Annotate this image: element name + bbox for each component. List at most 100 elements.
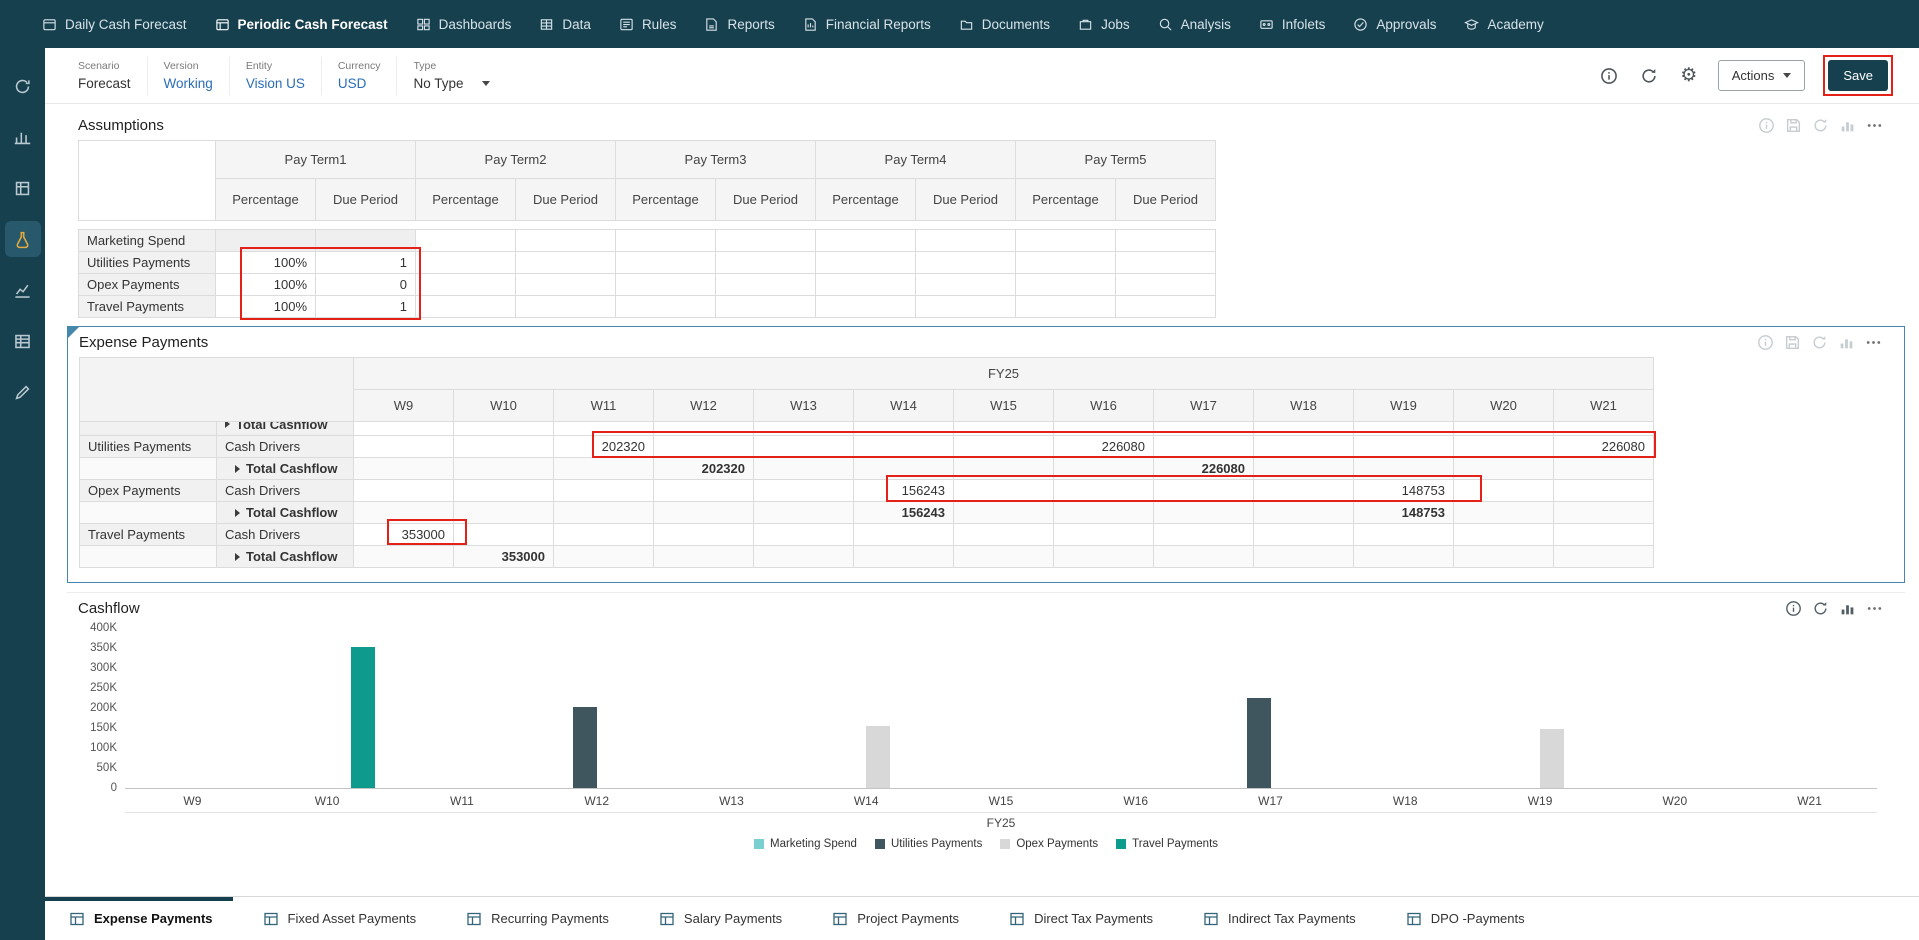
nav-item-infolets[interactable]: Infolets — [1245, 0, 1340, 48]
grid-cell[interactable] — [953, 501, 1054, 524]
grid-cell[interactable]: 156243 — [853, 479, 954, 502]
grid-cell[interactable] — [1053, 545, 1154, 568]
grid-cell[interactable] — [553, 457, 654, 480]
expand-toggle-icon[interactable] — [235, 465, 240, 473]
grid-cell[interactable] — [1553, 479, 1654, 502]
nav-item-reports[interactable]: Reports — [690, 0, 788, 48]
grid-cell[interactable] — [1453, 457, 1554, 480]
grid-cell[interactable]: 1 — [315, 295, 416, 318]
save-button[interactable]: Save — [1828, 60, 1888, 91]
overflow-menu-icon[interactable] — [1865, 334, 1882, 351]
sidebar-item-dashboards[interactable] — [5, 119, 41, 155]
grid-cell[interactable] — [1253, 457, 1354, 480]
grid-cell[interactable] — [1153, 545, 1254, 568]
grid-cell[interactable] — [1115, 295, 1216, 318]
chart-icon[interactable] — [1838, 334, 1855, 351]
sidebar-item-forecast-lab[interactable] — [4, 221, 41, 257]
grid-cell[interactable] — [1053, 421, 1154, 436]
grid-cell[interactable] — [453, 435, 554, 458]
grid-cell[interactable] — [1553, 421, 1654, 436]
grid-cell[interactable] — [1153, 479, 1254, 502]
grid-cell[interactable] — [1453, 501, 1554, 524]
grid-cell[interactable] — [1153, 435, 1254, 458]
grid-cell[interactable]: 226080 — [1153, 457, 1254, 480]
grid-cell[interactable] — [1053, 523, 1154, 546]
grid-cell[interactable] — [415, 251, 516, 274]
grid-cell[interactable] — [1353, 523, 1454, 546]
grid-cell[interactable] — [1253, 421, 1354, 436]
grid-cell[interactable] — [515, 251, 616, 274]
pov-currency[interactable]: Currency USD — [322, 56, 398, 95]
grid-cell[interactable] — [853, 523, 954, 546]
grid-cell[interactable]: 156243 — [853, 501, 954, 524]
grid-cell[interactable] — [1053, 479, 1154, 502]
nav-item-periodic-cash-forecast[interactable]: Periodic Cash Forecast — [201, 0, 402, 48]
nav-item-analysis[interactable]: Analysis — [1144, 0, 1245, 48]
sidebar-item-compose[interactable] — [5, 374, 41, 410]
grid-cell[interactable] — [1353, 545, 1454, 568]
grid-cell[interactable] — [653, 501, 754, 524]
grid-cell[interactable]: 226080 — [1553, 435, 1654, 458]
grid-cell[interactable] — [753, 501, 854, 524]
grid-cell[interactable] — [453, 457, 554, 480]
nav-item-data[interactable]: Data — [525, 0, 605, 48]
grid-cell[interactable] — [953, 435, 1054, 458]
grid-cell[interactable] — [1253, 501, 1354, 524]
overflow-menu-icon[interactable] — [1866, 600, 1883, 617]
grid-cell[interactable] — [753, 545, 854, 568]
grid-cell[interactable] — [453, 421, 554, 436]
grid-cell[interactable] — [1453, 435, 1554, 458]
grid-cell[interactable] — [953, 523, 1054, 546]
grid-cell[interactable] — [353, 421, 454, 436]
grid-cell[interactable] — [515, 229, 616, 252]
grid-cell[interactable] — [353, 435, 454, 458]
grid-cell[interactable] — [1253, 523, 1354, 546]
expand-toggle-icon[interactable] — [225, 422, 230, 428]
sidebar-item-cash-cycle[interactable] — [5, 68, 41, 104]
grid-cell[interactable] — [453, 501, 554, 524]
nav-item-dashboards[interactable]: Dashboards — [402, 0, 526, 48]
refresh-icon[interactable] — [1811, 334, 1828, 351]
tab-fixed-asset-payments[interactable]: Fixed Asset Payments — [239, 897, 443, 940]
grid-cell[interactable] — [953, 479, 1054, 502]
grid-cell[interactable] — [1253, 545, 1354, 568]
grid-cell[interactable] — [815, 251, 916, 274]
grid-cell[interactable] — [1453, 421, 1554, 436]
grid-cell[interactable] — [653, 435, 754, 458]
grid-cell[interactable] — [1015, 295, 1116, 318]
refresh-icon[interactable] — [1812, 600, 1829, 617]
grid-cell[interactable] — [815, 273, 916, 296]
grid-cell[interactable] — [915, 251, 1016, 274]
grid-cell[interactable] — [853, 545, 954, 568]
grid-cell[interactable] — [815, 229, 916, 252]
grid-cell[interactable] — [915, 273, 1016, 296]
refresh-icon[interactable] — [1638, 65, 1660, 87]
grid-cell[interactable] — [515, 295, 616, 318]
grid-cell[interactable] — [1453, 479, 1554, 502]
grid-cell[interactable] — [615, 273, 716, 296]
tab-indirect-tax-payments[interactable]: Indirect Tax Payments — [1179, 897, 1382, 940]
grid-cell[interactable]: 100% — [215, 295, 316, 318]
grid-cell[interactable]: 202320 — [653, 457, 754, 480]
grid-cell[interactable] — [415, 295, 516, 318]
nav-item-financial-reports[interactable]: Financial Reports — [789, 0, 945, 48]
grid-cell[interactable] — [753, 421, 854, 436]
nav-item-rules[interactable]: Rules — [605, 0, 691, 48]
grid-cell[interactable] — [1353, 457, 1454, 480]
grid-cell[interactable] — [753, 457, 854, 480]
tab-direct-tax-payments[interactable]: Direct Tax Payments — [985, 897, 1179, 940]
grid-cell[interactable] — [653, 545, 754, 568]
refresh-icon[interactable] — [1812, 117, 1829, 134]
chart-icon[interactable] — [1839, 600, 1856, 617]
grid-cell[interactable] — [715, 251, 816, 274]
sidebar-item-cube[interactable] — [5, 170, 41, 206]
grid-cell[interactable] — [653, 523, 754, 546]
grid-cell[interactable] — [353, 457, 454, 480]
grid-cell[interactable] — [415, 229, 516, 252]
info-icon[interactable] — [1598, 65, 1620, 87]
info-icon[interactable] — [1785, 600, 1802, 617]
grid-cell[interactable] — [1553, 545, 1654, 568]
grid-cell[interactable] — [1153, 523, 1254, 546]
grid-cell[interactable] — [615, 229, 716, 252]
expand-toggle-icon[interactable] — [235, 553, 240, 561]
